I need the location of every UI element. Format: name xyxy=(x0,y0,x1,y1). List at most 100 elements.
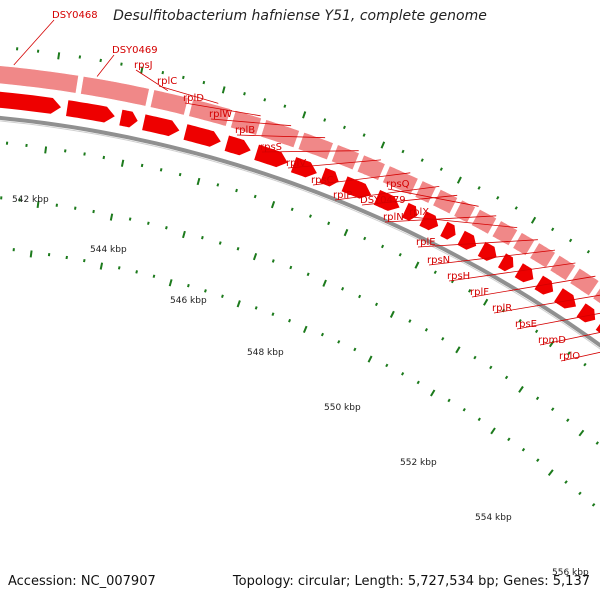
tick-mark xyxy=(327,221,331,226)
tick-mark xyxy=(196,177,201,186)
tick-mark xyxy=(595,441,599,445)
tick-mark xyxy=(586,249,591,254)
tick-mark xyxy=(414,261,420,269)
tick-mark xyxy=(514,206,518,210)
label-leader-line xyxy=(417,239,538,248)
gene-label-rpmd: rpmD xyxy=(538,335,566,346)
tick-mark xyxy=(578,491,582,496)
scale-label: 556 kbp xyxy=(552,568,589,578)
tick-mark xyxy=(583,362,587,367)
gene-arrow xyxy=(477,241,497,261)
gene-arrow xyxy=(119,109,138,128)
tick-mark xyxy=(44,146,48,154)
tick-mark xyxy=(385,363,389,368)
tick-mark xyxy=(243,92,246,96)
gene-label-rpln: rplN xyxy=(383,212,404,223)
gene-label-rplp: rplP xyxy=(333,190,352,201)
scale-ticks xyxy=(0,47,599,507)
label-leader-line xyxy=(387,188,479,207)
tick-mark xyxy=(473,355,477,360)
scale-label: 542 kbp xyxy=(12,195,49,205)
tick-mark xyxy=(271,259,275,263)
scale-label: 554 kbp xyxy=(475,513,512,523)
tick-mark xyxy=(353,347,357,352)
tick-mark xyxy=(182,75,185,80)
tick-mark xyxy=(271,312,275,316)
tick-mark xyxy=(92,209,95,214)
tick-mark xyxy=(159,168,163,172)
tick-mark xyxy=(270,200,276,209)
gene-arrow-track xyxy=(0,91,600,333)
tick-mark xyxy=(535,396,540,401)
tick-mark xyxy=(57,52,61,60)
tick-mark xyxy=(441,337,445,341)
gene-label-rpsc: rpsC xyxy=(311,175,334,186)
scale-label: 544 kbp xyxy=(90,245,127,255)
tick-mark xyxy=(99,58,102,63)
cds-segment xyxy=(512,232,536,257)
tick-mark xyxy=(216,183,220,187)
gene-label-rpld: rplD xyxy=(183,93,204,104)
cds-segment xyxy=(414,180,437,204)
tick-mark xyxy=(99,262,104,270)
tick-mark xyxy=(290,207,294,212)
tick-mark xyxy=(253,194,257,199)
tick-mark xyxy=(490,427,496,435)
tick-mark xyxy=(483,298,489,306)
label-leader-line xyxy=(210,118,292,127)
tick-mark xyxy=(187,283,190,288)
tick-mark xyxy=(263,98,267,102)
tick-mark xyxy=(398,252,402,257)
gene-label-dsy0469: DSY0469 xyxy=(112,45,158,56)
tick-mark xyxy=(65,255,68,260)
tick-mark xyxy=(168,279,173,287)
tick-mark xyxy=(221,294,224,298)
gene-arrow xyxy=(419,211,439,231)
tick-mark xyxy=(433,270,437,275)
tick-mark xyxy=(401,372,405,376)
cds-segment xyxy=(549,254,577,282)
gene-label-rplo: rplO xyxy=(559,351,580,362)
gene-arrow xyxy=(224,135,251,156)
tick-mark xyxy=(320,332,325,337)
tick-mark xyxy=(374,302,379,307)
tick-mark xyxy=(302,325,308,333)
tick-mark xyxy=(74,206,77,210)
gene-arrow xyxy=(498,253,514,272)
label-leader-line xyxy=(539,332,600,346)
tick-mark xyxy=(477,186,481,190)
gene-arrow xyxy=(440,221,456,240)
label-leader-line xyxy=(361,194,458,206)
label-leader-line xyxy=(516,312,600,330)
tick-mark xyxy=(147,221,150,225)
gene-arrow xyxy=(341,176,372,199)
gene-label-dsy0479: DSY0479 xyxy=(360,195,406,206)
tick-mark xyxy=(36,200,40,209)
tick-mark xyxy=(322,279,327,287)
gene-label-rplf: rplF xyxy=(470,287,489,298)
label-leader-line xyxy=(312,172,411,186)
cds-segment xyxy=(297,131,334,161)
gene-label-dsy0468: DSY0468 xyxy=(52,10,98,21)
gene-arrow xyxy=(576,303,596,323)
gene-arrow xyxy=(254,144,288,168)
tick-mark xyxy=(420,158,424,162)
tick-mark xyxy=(252,252,258,261)
tick-mark xyxy=(455,346,461,354)
cds-segment xyxy=(382,165,419,196)
tick-mark xyxy=(430,389,436,397)
tick-mark xyxy=(289,265,293,270)
tick-mark xyxy=(567,351,571,356)
tick-mark xyxy=(408,319,412,323)
gene-arrow xyxy=(66,100,115,123)
tick-mark xyxy=(447,398,451,403)
tick-mark xyxy=(578,429,585,437)
tick-mark xyxy=(380,141,386,149)
tick-mark xyxy=(83,152,86,156)
gene-label-rplw: rplW xyxy=(209,109,232,120)
label-leader-line xyxy=(334,186,440,201)
tick-mark xyxy=(178,172,182,177)
label-leader-line xyxy=(13,19,55,66)
